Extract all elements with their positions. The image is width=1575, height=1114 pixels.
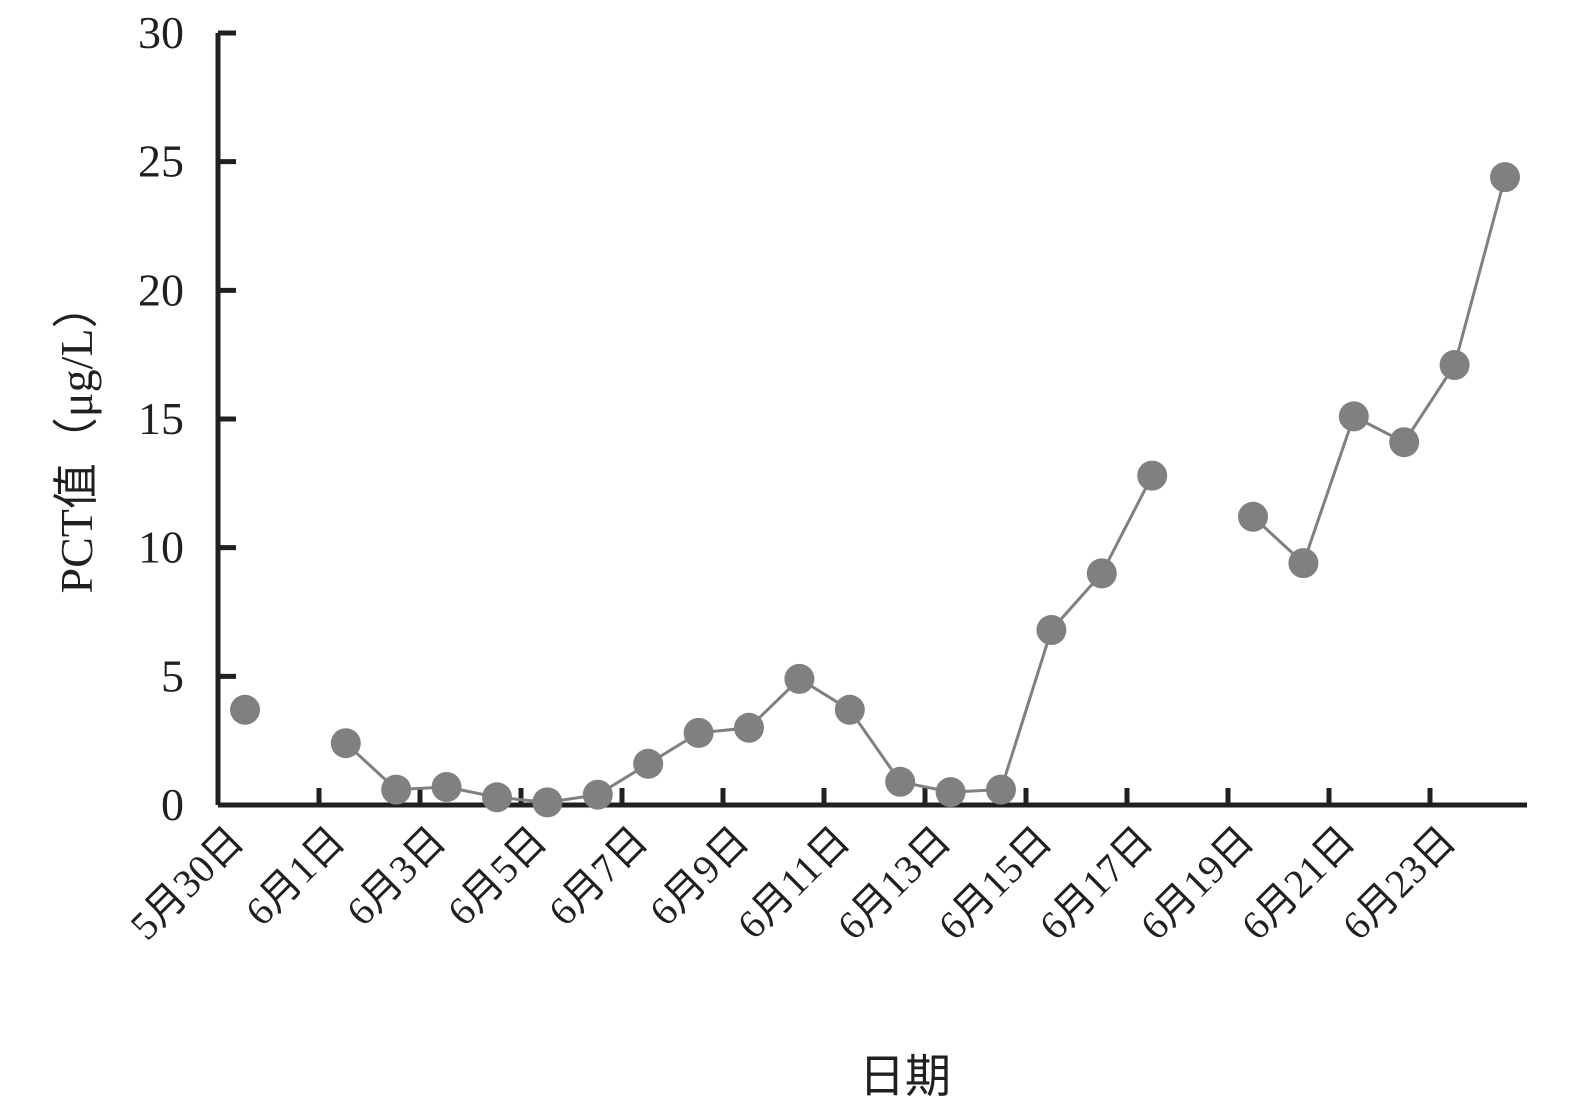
- x-tick-label: 6月23日: [1334, 818, 1465, 949]
- series-layer: [230, 162, 1520, 818]
- y-axis: 0 5 10 15 20 25 30: [138, 7, 236, 830]
- data-point: [633, 748, 664, 779]
- data-point: [532, 787, 563, 818]
- x-tick-label: 6月7日: [540, 818, 657, 935]
- data-point: [1238, 501, 1268, 532]
- y-tick-label: 15: [138, 393, 184, 444]
- y-tick-label: 20: [138, 264, 184, 315]
- data-point: [1490, 162, 1520, 193]
- data-point: [1439, 350, 1470, 380]
- x-tick-label: 6月13日: [829, 818, 960, 949]
- x-tick-label: 6月3日: [338, 818, 455, 935]
- x-tick-label: 5月30日: [122, 818, 253, 949]
- x-tick-label: 6月15日: [930, 818, 1061, 949]
- data-point: [1389, 427, 1420, 458]
- data-point: [734, 712, 764, 743]
- data-point: [986, 774, 1016, 805]
- data-point: [482, 782, 512, 813]
- data-point: [381, 774, 412, 805]
- y-axis-title: PCT值（μg/L）: [51, 283, 102, 594]
- data-point: [683, 717, 714, 748]
- data-point: [1137, 460, 1168, 491]
- y-tick-label: 25: [138, 136, 184, 187]
- x-tick-label: 6月21日: [1233, 818, 1364, 949]
- x-tick-label: 6月17日: [1031, 818, 1162, 949]
- x-axis: 5月30日6月1日6月3日6月5日6月7日6月9日6月11日6月13日6月15日…: [122, 788, 1527, 948]
- x-axis-title: 日期: [859, 1051, 951, 1102]
- y-tick-label: 10: [138, 522, 184, 573]
- y-tick-label: 30: [138, 7, 184, 58]
- data-point: [935, 777, 966, 808]
- data-point: [885, 766, 916, 797]
- data-point: [1086, 558, 1117, 589]
- y-tick-label: 0: [161, 779, 184, 830]
- y-tick-label: 5: [161, 650, 184, 701]
- data-point: [230, 694, 260, 725]
- data-point: [1036, 615, 1067, 645]
- x-tick-label: 6月1日: [237, 818, 354, 935]
- data-point: [330, 728, 361, 759]
- data-point: [1338, 401, 1369, 432]
- data-point: [431, 772, 462, 802]
- data-point: [1288, 548, 1319, 579]
- series-line-segment: [344, 474, 1154, 804]
- x-tick-label: 6月5日: [439, 818, 556, 935]
- x-tick-label: 6月19日: [1132, 818, 1263, 949]
- data-point: [834, 694, 865, 725]
- data-point: [784, 663, 815, 694]
- data-point: [582, 779, 613, 810]
